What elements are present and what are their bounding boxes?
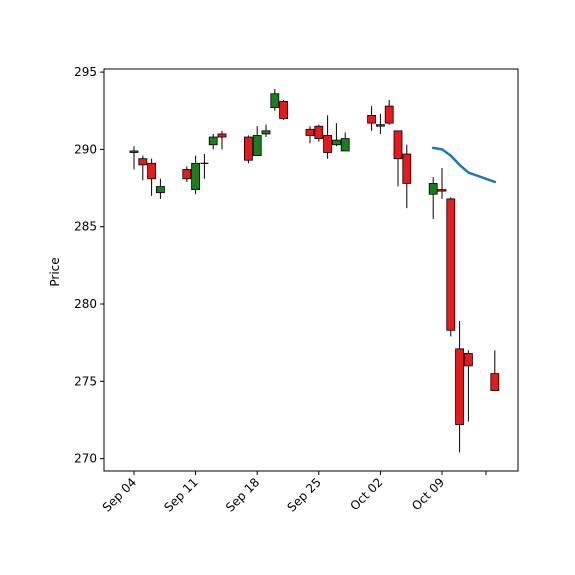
candle-body-up [252, 135, 262, 156]
candle-body-up [270, 93, 280, 109]
moving-average-line [431, 146, 497, 184]
candle-body-up [428, 183, 438, 195]
candle-body-down [305, 128, 315, 136]
y-axis-title: Price [48, 257, 62, 286]
candle-2018-09-14 [217, 130, 227, 150]
candle-body-up [331, 139, 341, 146]
y-axis: 270 275 280 285 290 295 [74, 65, 104, 466]
candle-body-down [147, 162, 157, 180]
candle-body-down [384, 105, 394, 124]
plot-marks [129, 89, 500, 453]
candle-2018-09-24 [305, 126, 315, 144]
candle-body-down [279, 101, 289, 119]
candle-body-down [367, 114, 377, 124]
y-tick-label-280: 280 [74, 297, 97, 311]
candle-2018-10-11 [455, 321, 465, 453]
candle-2018-09-07 [155, 178, 165, 199]
candle-body-up [261, 130, 271, 135]
candle-2018-10-01 [367, 106, 377, 131]
candle-body-up [155, 186, 165, 194]
candle-2018-09-20 [270, 89, 280, 111]
candle-2018-09-05 [138, 155, 148, 181]
candle-body-down [437, 189, 447, 192]
candle-body-down [243, 136, 253, 161]
candle-2018-10-12 [463, 350, 473, 422]
candle-2018-09-10 [182, 166, 192, 182]
candle-2018-10-15 [490, 350, 500, 392]
candle-2018-10-03 [384, 99, 394, 125]
candle-2018-09-13 [208, 133, 218, 150]
candle-body-up [340, 138, 350, 152]
candle-2018-10-04 [393, 130, 403, 187]
candle-2018-09-12 [200, 154, 209, 179]
candle-body-down [323, 135, 333, 153]
candle-2018-09-27 [331, 123, 341, 147]
candle-2018-10-10 [446, 197, 456, 337]
candle-2018-09-19 [261, 124, 271, 138]
candle-2018-10-02 [375, 113, 385, 134]
candle-2018-09-21 [279, 99, 289, 121]
candle-body-down [138, 158, 148, 166]
candle-2018-09-18 [252, 126, 262, 156]
candle-body-down [129, 150, 139, 153]
candle-2018-10-08 [428, 177, 438, 219]
y-tick-label-290: 290 [74, 142, 97, 156]
candle-body-down [402, 153, 412, 184]
y-tick-label-285: 285 [74, 220, 97, 234]
candle-body-down [314, 125, 324, 139]
candle-2018-09-04 [129, 146, 139, 170]
candle-body-down [182, 169, 192, 180]
y-tick-label-275: 275 [74, 374, 97, 388]
candle-2018-09-28 [340, 132, 350, 152]
candle-2018-10-05 [402, 144, 412, 209]
candle-body-up [191, 162, 201, 190]
candle-2018-09-17 [243, 135, 253, 164]
candle-2018-09-11 [191, 155, 201, 195]
candle-body-down [490, 373, 500, 392]
candle-body-down [455, 348, 465, 426]
plot-area-frame [103, 68, 519, 472]
y-tick-label-270: 270 [74, 452, 97, 466]
candle-body-up [208, 136, 218, 146]
y-tick-label-295: 295 [74, 65, 97, 79]
candle-body-down [393, 130, 403, 160]
candle-body-down [463, 353, 473, 367]
candle-body-down [217, 133, 227, 138]
candle-2018-10-09 [437, 167, 447, 199]
candle-body-down [446, 198, 456, 331]
candle-2018-09-06 [147, 158, 157, 196]
candle-body-down [375, 124, 385, 127]
candle-2018-09-26 [323, 115, 333, 159]
candle-2018-09-25 [314, 124, 324, 142]
